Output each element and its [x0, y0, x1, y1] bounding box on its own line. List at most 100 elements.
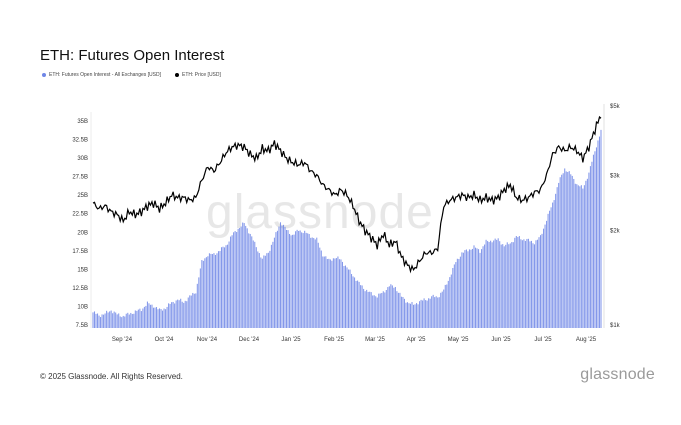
open-interest-bar: [316, 237, 318, 328]
open-interest-bar: [169, 303, 171, 328]
open-interest-bar: [598, 136, 601, 328]
open-interest-bar: [151, 304, 153, 328]
open-interest-bar: [190, 295, 192, 328]
open-interest-bar: [582, 188, 584, 328]
open-interest-bar: [567, 172, 569, 328]
open-interest-bar: [514, 237, 516, 328]
open-interest-bar: [474, 247, 477, 328]
open-interest-bar: [438, 297, 440, 328]
open-interest-bar: [411, 302, 413, 328]
open-interest-bar: [505, 244, 507, 328]
glassnode-logo[interactable]: glassnode: [580, 366, 655, 383]
open-interest-bar: [431, 296, 433, 328]
open-interest-bar: [434, 297, 436, 328]
open-interest-bar: [225, 245, 227, 328]
right-tick-label: $3k: [610, 174, 621, 180]
open-interest-bar: [546, 220, 548, 328]
open-interest-bar: [252, 240, 254, 328]
open-interest-bar: [267, 252, 269, 328]
left-tick-label: 12.5B: [72, 286, 88, 292]
open-interest-bar: [146, 301, 148, 328]
open-interest-bar: [261, 258, 263, 328]
open-interest-bar: [207, 256, 209, 328]
open-interest-bar: [224, 247, 226, 328]
open-interest-bar: [109, 311, 111, 328]
open-interest-bar: [302, 233, 304, 328]
open-interest-bar: [416, 303, 418, 328]
open-interest-bar: [119, 316, 121, 328]
open-interest-bar: [258, 253, 260, 328]
open-interest-bar: [245, 225, 247, 328]
open-interest-bar: [287, 230, 289, 328]
legend-swatch-price: [175, 73, 179, 77]
open-interest-bar: [295, 231, 297, 328]
legend-item-open-interest[interactable]: ETH: Futures Open Interest - All Exchang…: [42, 72, 161, 78]
x-axis-ticks: Sep '24 Oct '24 Nov '24 Dec '24 Jan '25 Feb '…: [112, 337, 597, 343]
open-interest-bar: [471, 248, 474, 328]
open-interest-bar: [447, 280, 449, 328]
open-interest-bar: [192, 292, 194, 328]
open-interest-bar: [112, 313, 114, 328]
open-interest-bar: [600, 129, 602, 328]
left-tick-label: 10B: [77, 304, 88, 310]
open-interest-bar: [539, 235, 542, 328]
open-interest-bar: [426, 300, 428, 328]
left-tick-label: 30B: [77, 156, 88, 162]
open-interest-bar: [402, 296, 404, 328]
left-axis-ticks: 7.5B 10B 12.5B 15B 17.5B 20B 22.5B 25B 27.5B 30B 3…: [72, 119, 88, 329]
open-interest-bar: [334, 258, 336, 328]
open-interest-bar: [157, 309, 159, 328]
open-interest-bar: [214, 254, 216, 328]
open-interest-bar: [583, 185, 585, 328]
x-tick-label: Mar '25: [365, 337, 385, 343]
open-interest-bar: [565, 171, 567, 328]
open-interest-bar: [355, 280, 357, 328]
open-interest-bar: [409, 303, 412, 328]
open-interest-bar: [213, 253, 215, 328]
open-interest-bar: [195, 293, 197, 328]
open-interest-bar: [93, 311, 96, 328]
open-interest-bar: [497, 238, 499, 328]
open-interest-bar: [166, 306, 168, 328]
legend-swatch-open-interest: [42, 73, 46, 77]
open-interest-bar: [559, 177, 561, 328]
open-interest-bar: [509, 243, 511, 328]
open-interest-bar: [487, 241, 489, 328]
open-interest-bar: [205, 257, 207, 328]
open-interest-bar: [564, 168, 566, 328]
open-interest-bar: [488, 241, 490, 328]
open-interest-bar: [440, 292, 442, 328]
x-tick-label: Oct '24: [155, 337, 174, 343]
open-interest-bar: [217, 251, 220, 328]
open-interest-bar: [204, 258, 206, 328]
open-interest-bar: [364, 291, 366, 328]
open-interest-bar: [351, 274, 353, 328]
open-interest-bar: [417, 304, 419, 328]
open-interest-bar: [243, 223, 245, 328]
open-interest-bar: [340, 259, 342, 328]
open-interest-bar: [561, 174, 563, 328]
open-interest-bar: [178, 300, 180, 328]
x-tick-label: Feb '25: [324, 337, 344, 343]
open-interest-bar: [127, 312, 129, 328]
open-interest-bar: [390, 284, 392, 328]
left-tick-label: 22.5B: [72, 212, 88, 218]
open-interest-bar: [499, 241, 501, 328]
open-interest-bar: [322, 256, 324, 328]
legend-item-price[interactable]: ETH: Price [USD]: [175, 72, 221, 78]
x-tick-label: Aug '25: [576, 337, 597, 343]
open-interest-bar: [139, 308, 141, 328]
open-interest-bar: [254, 241, 256, 328]
open-interest-bar: [464, 250, 466, 328]
open-interest-bar: [311, 237, 313, 328]
open-interest-bar: [337, 256, 339, 328]
open-interest-bar: [92, 312, 94, 328]
open-interest-bar: [490, 240, 492, 328]
open-interest-bar: [435, 296, 437, 328]
open-interest-bar: [503, 246, 505, 328]
open-interest-bar: [496, 239, 498, 328]
open-interest-bar: [101, 314, 103, 328]
open-interest-bar: [326, 259, 328, 328]
open-interest-bar: [586, 178, 588, 328]
open-interest-bar: [142, 308, 144, 328]
